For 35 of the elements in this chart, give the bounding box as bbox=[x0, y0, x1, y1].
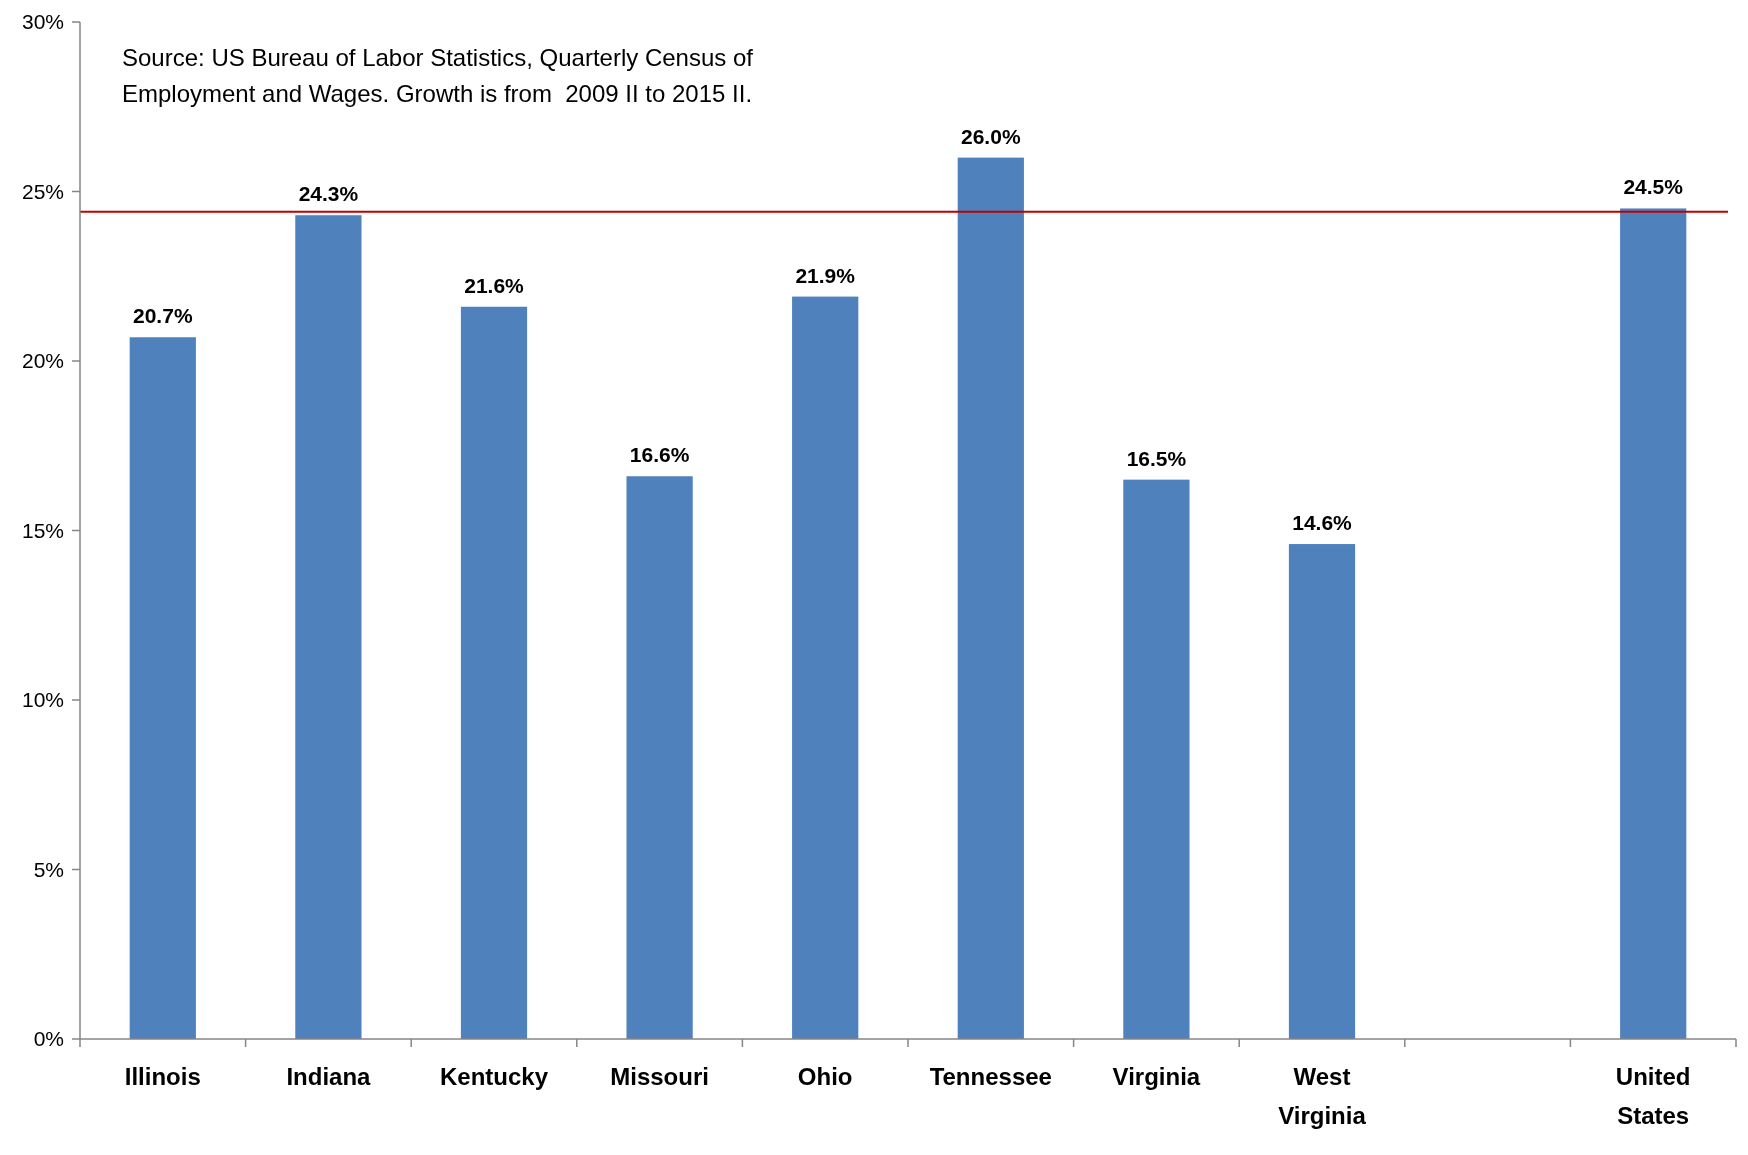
y-tick-label: 0% bbox=[33, 1027, 64, 1051]
bar bbox=[957, 157, 1024, 1039]
y-tick-label: 30% bbox=[21, 10, 64, 34]
data-label: 24.3% bbox=[298, 182, 359, 206]
data-label: 16.6% bbox=[629, 443, 690, 467]
bar bbox=[626, 476, 693, 1039]
data-label: 14.6% bbox=[1292, 511, 1353, 535]
y-tick-label: 5% bbox=[33, 857, 64, 881]
x-tick-label: Tennessee bbox=[929, 1063, 1052, 1090]
data-label: 26.0% bbox=[961, 124, 1021, 148]
x-tick-label: Virginia bbox=[1112, 1063, 1201, 1090]
x-tick-label: Missouri bbox=[610, 1063, 709, 1090]
data-label: 21.9% bbox=[795, 263, 856, 287]
bar bbox=[1288, 544, 1356, 1039]
bar bbox=[792, 296, 859, 1039]
bar bbox=[1620, 208, 1687, 1039]
data-label: 21.6% bbox=[464, 273, 525, 297]
x-tick-label: West Virginia bbox=[1278, 1063, 1367, 1129]
y-tick-label: 25% bbox=[21, 179, 64, 203]
data-label: 20.7% bbox=[133, 304, 193, 328]
bar bbox=[460, 306, 528, 1039]
y-tick-label: 15% bbox=[21, 518, 64, 542]
bar bbox=[295, 215, 362, 1039]
x-tick-label: Indiana bbox=[286, 1063, 372, 1090]
bar bbox=[129, 337, 196, 1039]
y-tick-label: 10% bbox=[21, 688, 64, 712]
x-tick-label: United States bbox=[1615, 1063, 1691, 1129]
x-tick-label: Illinois bbox=[124, 1063, 201, 1090]
x-tick-label: Ohio bbox=[797, 1063, 853, 1090]
data-label: 24.5% bbox=[1623, 175, 1684, 199]
bar bbox=[1123, 479, 1190, 1039]
data-label: 16.5% bbox=[1126, 446, 1187, 470]
annotation: Source: US Bureau of Labor Statistics, Quarterly Census of Employment and Wages. Growth is from 2009 II to 2015 II. bbox=[122, 44, 754, 107]
y-tick-label: 20% bbox=[21, 349, 64, 373]
x-tick-label: Kentucky bbox=[439, 1063, 549, 1090]
